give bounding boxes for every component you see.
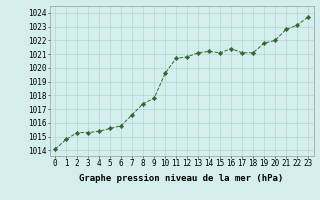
X-axis label: Graphe pression niveau de la mer (hPa): Graphe pression niveau de la mer (hPa) — [79, 174, 284, 183]
